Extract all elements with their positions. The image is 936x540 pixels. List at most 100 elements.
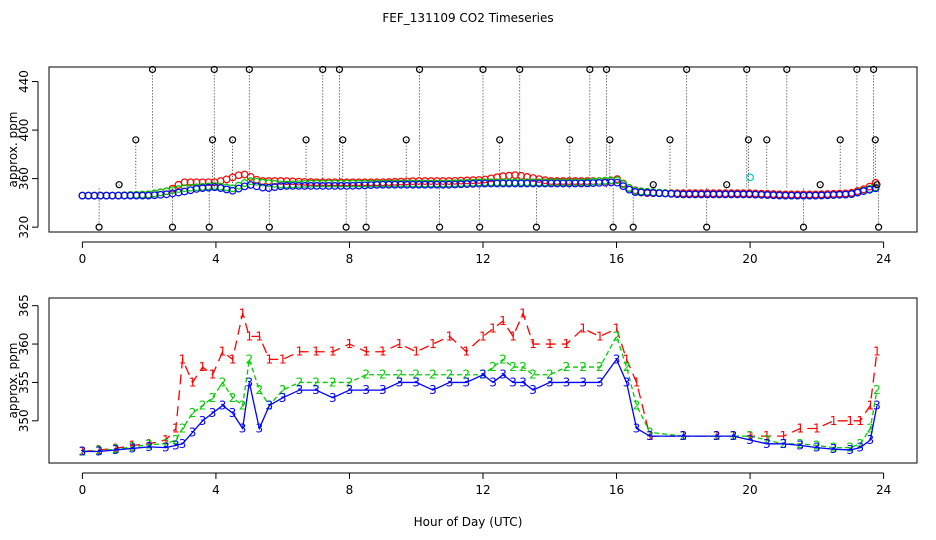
series-1-label: 1 xyxy=(329,345,337,359)
outlier-point xyxy=(245,65,253,74)
series-2-label: 2 xyxy=(256,383,264,397)
outlier-point xyxy=(629,223,637,231)
series-1-label: 1 xyxy=(519,306,527,320)
series-1-label: 1 xyxy=(219,345,227,359)
series-2-label: 2 xyxy=(796,437,804,451)
outlier-point xyxy=(586,65,594,74)
series-2-label: 2 xyxy=(763,433,771,447)
series-3-label: 3 xyxy=(633,421,641,435)
series-1-label: 1 xyxy=(563,337,571,351)
series-1-label: 1 xyxy=(279,352,287,366)
series-1-label: 1 xyxy=(362,345,370,359)
bottom-y-axis: 350 355 360 365 xyxy=(17,294,39,432)
series-2-label: 2 xyxy=(239,398,247,412)
series-1-label: 1 xyxy=(296,345,304,359)
series-3-label: 3 xyxy=(379,383,387,397)
series-3-label: 3 xyxy=(479,368,487,382)
bottom-plot-frame xyxy=(48,297,918,464)
series-2-label: 2 xyxy=(209,391,217,405)
bottom-y-tick-label: 350 xyxy=(17,409,31,432)
series-1-label: 1 xyxy=(780,429,788,443)
series-3-label: 3 xyxy=(266,398,274,412)
series-1-label: 1 xyxy=(209,368,217,382)
series-3-label: 3 xyxy=(763,437,771,451)
series-2-label: 2 xyxy=(596,360,604,374)
outlier-point xyxy=(362,223,370,231)
series-2-label: 2 xyxy=(529,368,537,382)
series-1-label: 1 xyxy=(112,441,120,455)
series-3-label: 3 xyxy=(396,375,404,389)
outlier-point xyxy=(115,181,123,189)
series-3-label: 3 xyxy=(529,383,537,397)
series-2-label: 2 xyxy=(429,368,437,382)
outlier-point xyxy=(763,136,771,144)
series-3-label: 3 xyxy=(519,375,527,389)
bottom-y-axis-label: approx. ppm xyxy=(6,343,20,419)
x-axis-label: Hour of Day (UTC) xyxy=(414,515,523,529)
outlier-point xyxy=(871,136,879,144)
series-2-label: 2 xyxy=(179,421,187,435)
series-2-label: 2 xyxy=(112,442,120,456)
series-2-label: 2 xyxy=(509,360,517,374)
series-3-label: 3 xyxy=(79,444,87,458)
series-2-label: 2 xyxy=(379,368,387,382)
outlier-point xyxy=(479,65,487,74)
outlier-point xyxy=(869,65,878,74)
series-3-label: 3 xyxy=(546,375,554,389)
series-3-label: 3 xyxy=(489,375,497,389)
series-3-label: 3 xyxy=(563,375,571,389)
series-1-label: 1 xyxy=(499,314,507,328)
series-3-label: 3 xyxy=(329,391,337,405)
top-x-tick-label: 0 xyxy=(79,252,87,266)
series-1-label: 1 xyxy=(856,414,864,428)
series-2-label: 2 xyxy=(346,375,354,389)
outlier-point xyxy=(319,65,327,74)
series-3-label: 3 xyxy=(362,383,370,397)
series-3-label: 3 xyxy=(780,437,788,451)
series-3-label: 3 xyxy=(312,383,320,397)
outlier-point xyxy=(744,136,753,144)
outlier-point xyxy=(339,136,347,144)
series-3-label: 3 xyxy=(623,375,631,389)
series-3-label: 3 xyxy=(830,442,838,456)
series-1-label: 1 xyxy=(239,306,247,320)
outlier-point xyxy=(208,136,217,144)
series-1-label: 1 xyxy=(613,322,621,336)
series-3-label: 3 xyxy=(172,438,180,452)
outlier-point xyxy=(666,136,674,144)
top-x-tick-label: 4 xyxy=(212,252,220,266)
series-1-label: 1 xyxy=(509,329,517,343)
series-1-label: 1 xyxy=(633,375,641,389)
series-2-label: 2 xyxy=(312,375,320,389)
outlier-point xyxy=(205,223,213,231)
outlier-point xyxy=(816,181,824,189)
series-3-label: 3 xyxy=(579,375,587,389)
series-2-label: 2 xyxy=(830,441,838,455)
bottom-y-tick-label: 360 xyxy=(17,333,31,356)
series-1-label: 1 xyxy=(266,352,274,366)
series-3-label: 3 xyxy=(796,438,804,452)
outlier-point xyxy=(476,223,484,231)
series-1-label: 1 xyxy=(179,352,187,366)
series-3-label: 3 xyxy=(239,421,247,435)
series-1-label: 1 xyxy=(429,337,437,351)
series-1-label: 1 xyxy=(379,345,387,359)
series-1-label: 1 xyxy=(873,345,881,359)
series-2-label: 2 xyxy=(873,383,881,397)
outlier-point xyxy=(836,136,844,144)
series-2-label: 2 xyxy=(613,329,621,343)
series-3-label: 3 xyxy=(179,437,187,451)
outlier-point xyxy=(342,223,350,231)
series-2-label: 2 xyxy=(129,440,137,454)
top-plot-frame xyxy=(48,66,918,233)
series-1-label: 1 xyxy=(172,421,180,435)
series-2-label: 2 xyxy=(189,406,197,420)
series-1-label: 1 xyxy=(546,337,554,351)
series-2-label: 2 xyxy=(412,368,420,382)
top-x-tick-label: 24 xyxy=(876,252,891,266)
series-3-label: 3 xyxy=(746,433,754,447)
top-x-tick-label: 8 xyxy=(346,252,354,266)
bottom-x-tick-label: 0 xyxy=(79,483,87,497)
series-1-point xyxy=(246,172,255,181)
